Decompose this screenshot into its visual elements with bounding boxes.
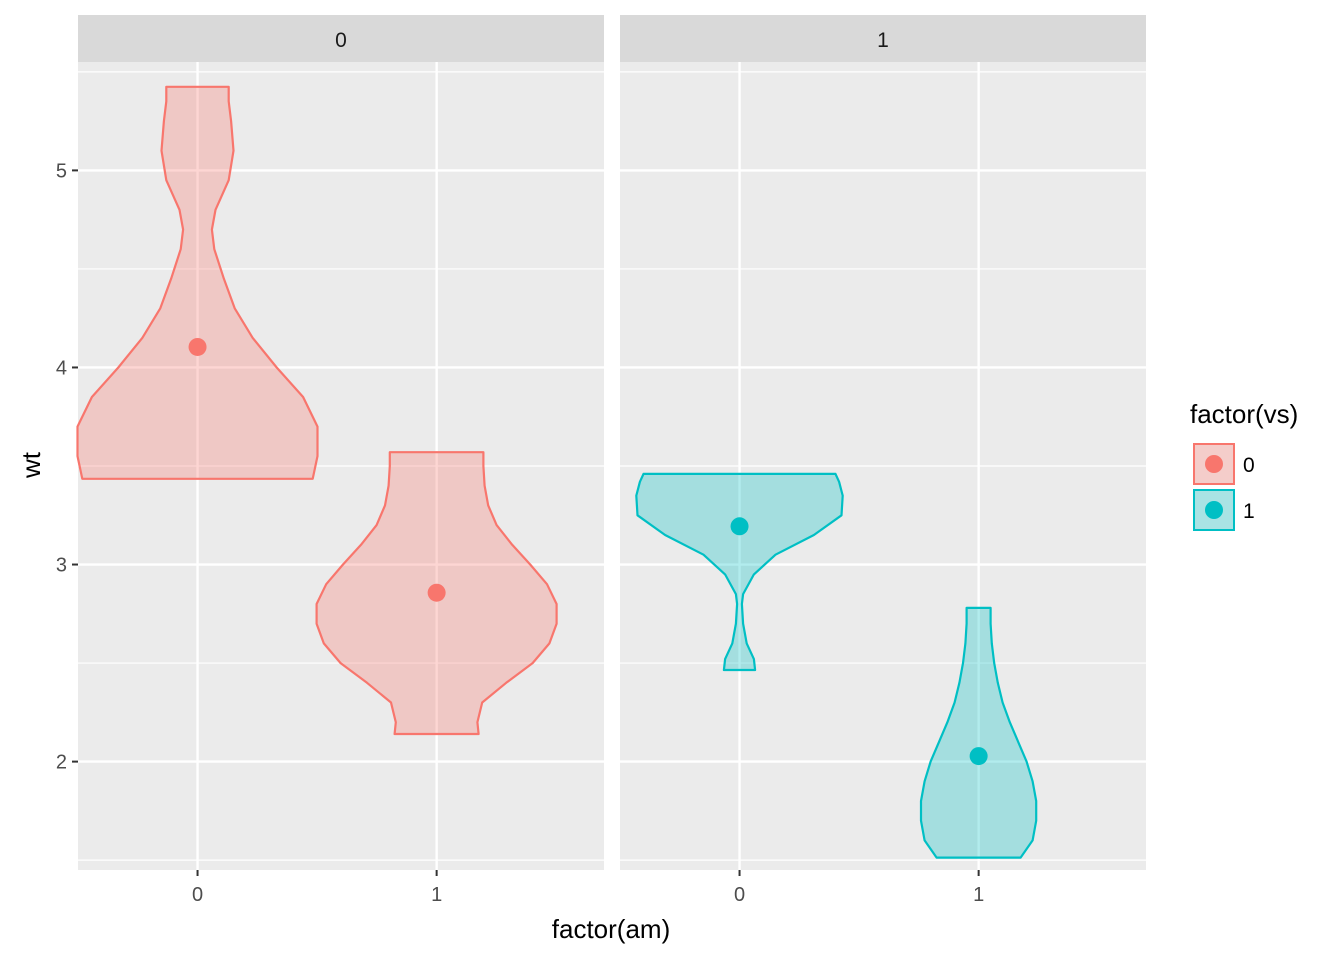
x-axis-title: factor(am) xyxy=(552,914,670,944)
facet-panel-0: 0 0 1 2 3 4 5 xyxy=(56,15,604,906)
facet-strip-label: 0 xyxy=(335,29,347,52)
facet-panels: 0 0 1 2 3 4 5 1 0 1 xyxy=(56,15,1146,906)
violin xyxy=(919,606,1038,859)
y-tick-label: 4 xyxy=(56,357,67,379)
legend-label: 0 xyxy=(1243,454,1255,477)
violin xyxy=(635,472,844,672)
legend-label: 1 xyxy=(1243,500,1255,523)
y-axis-title: wt xyxy=(16,451,46,479)
mean-point xyxy=(427,583,446,602)
x-tick-label: 0 xyxy=(734,884,745,906)
y-tick-label: 3 xyxy=(56,555,67,577)
legend-item-1: 1 xyxy=(1193,489,1255,531)
x-tick-label: 0 xyxy=(192,884,203,906)
legend-key-point xyxy=(1205,455,1223,473)
facet-strip-label: 1 xyxy=(877,29,889,52)
mean-point xyxy=(730,517,749,536)
facet-strip xyxy=(78,15,604,62)
legend-title: factor(vs) xyxy=(1190,399,1298,429)
legend-key-point xyxy=(1205,501,1223,519)
mean-point xyxy=(969,747,988,766)
mean-point xyxy=(188,337,207,356)
violin xyxy=(76,85,319,480)
y-tick-label: 5 xyxy=(56,160,67,182)
legend: factor(vs) 0 1 xyxy=(1190,399,1298,531)
facet-panel-1: 1 0 1 xyxy=(620,15,1146,906)
x-tick-label: 1 xyxy=(973,884,984,906)
legend-item-0: 0 xyxy=(1193,443,1255,485)
y-tick-label: 2 xyxy=(56,752,67,774)
facet-strip xyxy=(620,15,1146,62)
x-tick-label: 1 xyxy=(431,884,442,906)
